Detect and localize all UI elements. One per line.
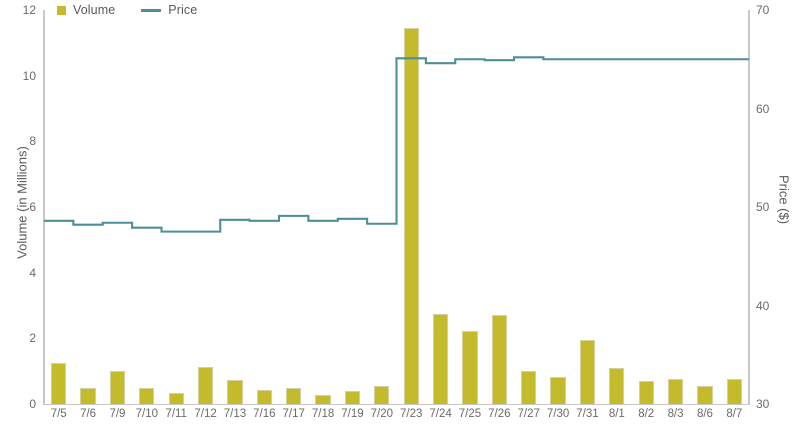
- legend-item-volume[interactable]: Volume: [57, 4, 115, 17]
- x-axis-tick-label: 7/25: [458, 408, 482, 420]
- y-axis-left-tick: 10: [22, 68, 36, 83]
- x-axis-tick-label: 7/11: [165, 408, 187, 420]
- volume-bar[interactable]: [374, 385, 390, 404]
- volume-bar[interactable]: [579, 339, 596, 404]
- x-axis-line: [43, 403, 750, 406]
- volume-bar[interactable]: [286, 388, 302, 404]
- x-axis-tick-label: 8/3: [667, 408, 684, 420]
- volume-bar[interactable]: [550, 377, 566, 404]
- x-axis-tick-label: 7/5: [50, 408, 67, 420]
- volume-bar[interactable]: [521, 371, 537, 404]
- volume-bar[interactable]: [432, 313, 449, 404]
- x-axis-tick-label: 7/30: [546, 408, 570, 420]
- x-axis-tick-label: 7/13: [223, 408, 247, 420]
- x-axis-tick-label: 7/17: [282, 408, 305, 420]
- x-axis-tick-label: 7/26: [488, 408, 511, 420]
- volume-bar[interactable]: [403, 28, 419, 404]
- volume-bar[interactable]: [609, 367, 625, 404]
- y-axis-left-tick: 2: [29, 331, 36, 346]
- legend-label-volume: Volume: [73, 2, 116, 17]
- x-axis-tick-label: 8/1: [608, 408, 625, 420]
- volume-bar[interactable]: [667, 379, 684, 404]
- y-axis-left-tick: 4: [29, 265, 36, 280]
- volume-bar[interactable]: [168, 393, 184, 404]
- volume-bar[interactable]: [139, 387, 155, 404]
- legend-label-price: Price: [168, 2, 198, 17]
- line-swatch-icon: [141, 8, 162, 12]
- y-axis-right-ticks: 30 40 50 60 70: [756, 0, 790, 429]
- volume-bar[interactable]: [726, 379, 742, 404]
- y-axis-left-tick: 0: [29, 397, 36, 411]
- x-axis-tick-label: 7/27: [517, 408, 540, 420]
- volume-bar[interactable]: [109, 370, 126, 404]
- legend-item-price[interactable]: Price: [141, 4, 197, 17]
- y-axis-right-tick: 50: [756, 200, 770, 214]
- y-axis-right-tick: 70: [756, 3, 770, 17]
- volume-bar[interactable]: [697, 385, 713, 404]
- x-axis-tick-label: 7/10: [135, 408, 158, 420]
- x-axis-tick-label: 7/9: [109, 408, 126, 420]
- y-axis-right-tick: 40: [756, 298, 770, 313]
- x-axis-tick-label: 7/18: [311, 408, 335, 420]
- x-axis-tick-label: 7/31: [576, 408, 599, 420]
- y-axis-left-ticks: 0 2 4 6 8 10 12: [4, 0, 36, 429]
- x-axis-tick-label: 7/12: [194, 408, 217, 420]
- x-axis-tick-label: 7/20: [370, 408, 393, 420]
- volume-bar[interactable]: [51, 362, 67, 404]
- y-axis-left-tick: 12: [22, 3, 36, 17]
- y-axis-left-tick: 6: [29, 200, 36, 214]
- x-axis-tick-label: 7/23: [399, 408, 423, 420]
- chart-legend: Volume Price: [57, 1, 197, 19]
- volume-bar[interactable]: [197, 366, 214, 404]
- x-axis-tick-label: 7/19: [341, 408, 364, 420]
- y-axis-right-tick: 30: [756, 397, 770, 411]
- x-axis-tick-label: 8/2: [638, 408, 655, 420]
- volume-bar[interactable]: [344, 390, 361, 404]
- x-axis-tick-label: 8/7: [726, 408, 743, 420]
- volume-bar[interactable]: [315, 395, 331, 404]
- volume-bar[interactable]: [227, 380, 243, 404]
- x-axis-tick-label: 7/6: [80, 408, 97, 420]
- x-axis-tick-label: 7/24: [429, 408, 452, 420]
- x-axis-tick-label: 8/6: [696, 408, 713, 420]
- volume-bar[interactable]: [80, 387, 96, 404]
- volume-bar[interactable]: [462, 331, 478, 404]
- volume-bar[interactable]: [491, 315, 507, 404]
- volume-bar[interactable]: [256, 390, 272, 404]
- y-axis-right-tick: 60: [756, 101, 770, 116]
- y-axis-left-tick: 8: [29, 134, 36, 149]
- plot-area: [44, 10, 749, 404]
- square-swatch-icon: [57, 5, 66, 15]
- x-axis-labels: 7/5 7/6 7/9 7/10 7/11 7/12 7/13 7/16 7/17 7/18 7/1…: [44, 408, 749, 427]
- y-axis-left-line: [43, 10, 45, 404]
- volume-bar[interactable]: [638, 381, 654, 404]
- x-axis-tick-label: 7/16: [253, 408, 276, 420]
